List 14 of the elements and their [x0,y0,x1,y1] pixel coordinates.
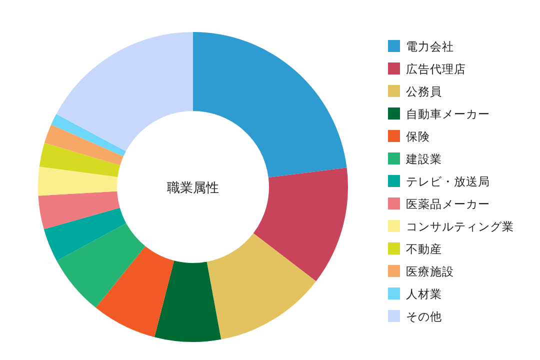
legend-label: テレビ・放送局 [406,174,490,188]
legend-label: 人材業 [406,287,442,301]
legend-label: 医薬品メーカー [406,197,490,211]
legend-label: 建設業 [405,152,442,166]
legend-label: 電力会社 [406,40,454,54]
legend-label: その他 [406,310,442,324]
legend-label: 保険 [406,130,430,144]
legend-label: コンサルティング業 [406,220,514,234]
legend-label: 広告代理店 [406,62,466,76]
legend-label: 医療施設 [406,264,454,278]
legend-label: 公務員 [406,84,442,98]
legend-label: 自動車メーカー [406,107,490,121]
text: 職業属性 [167,181,219,196]
legend-label: 不動産 [406,242,442,256]
